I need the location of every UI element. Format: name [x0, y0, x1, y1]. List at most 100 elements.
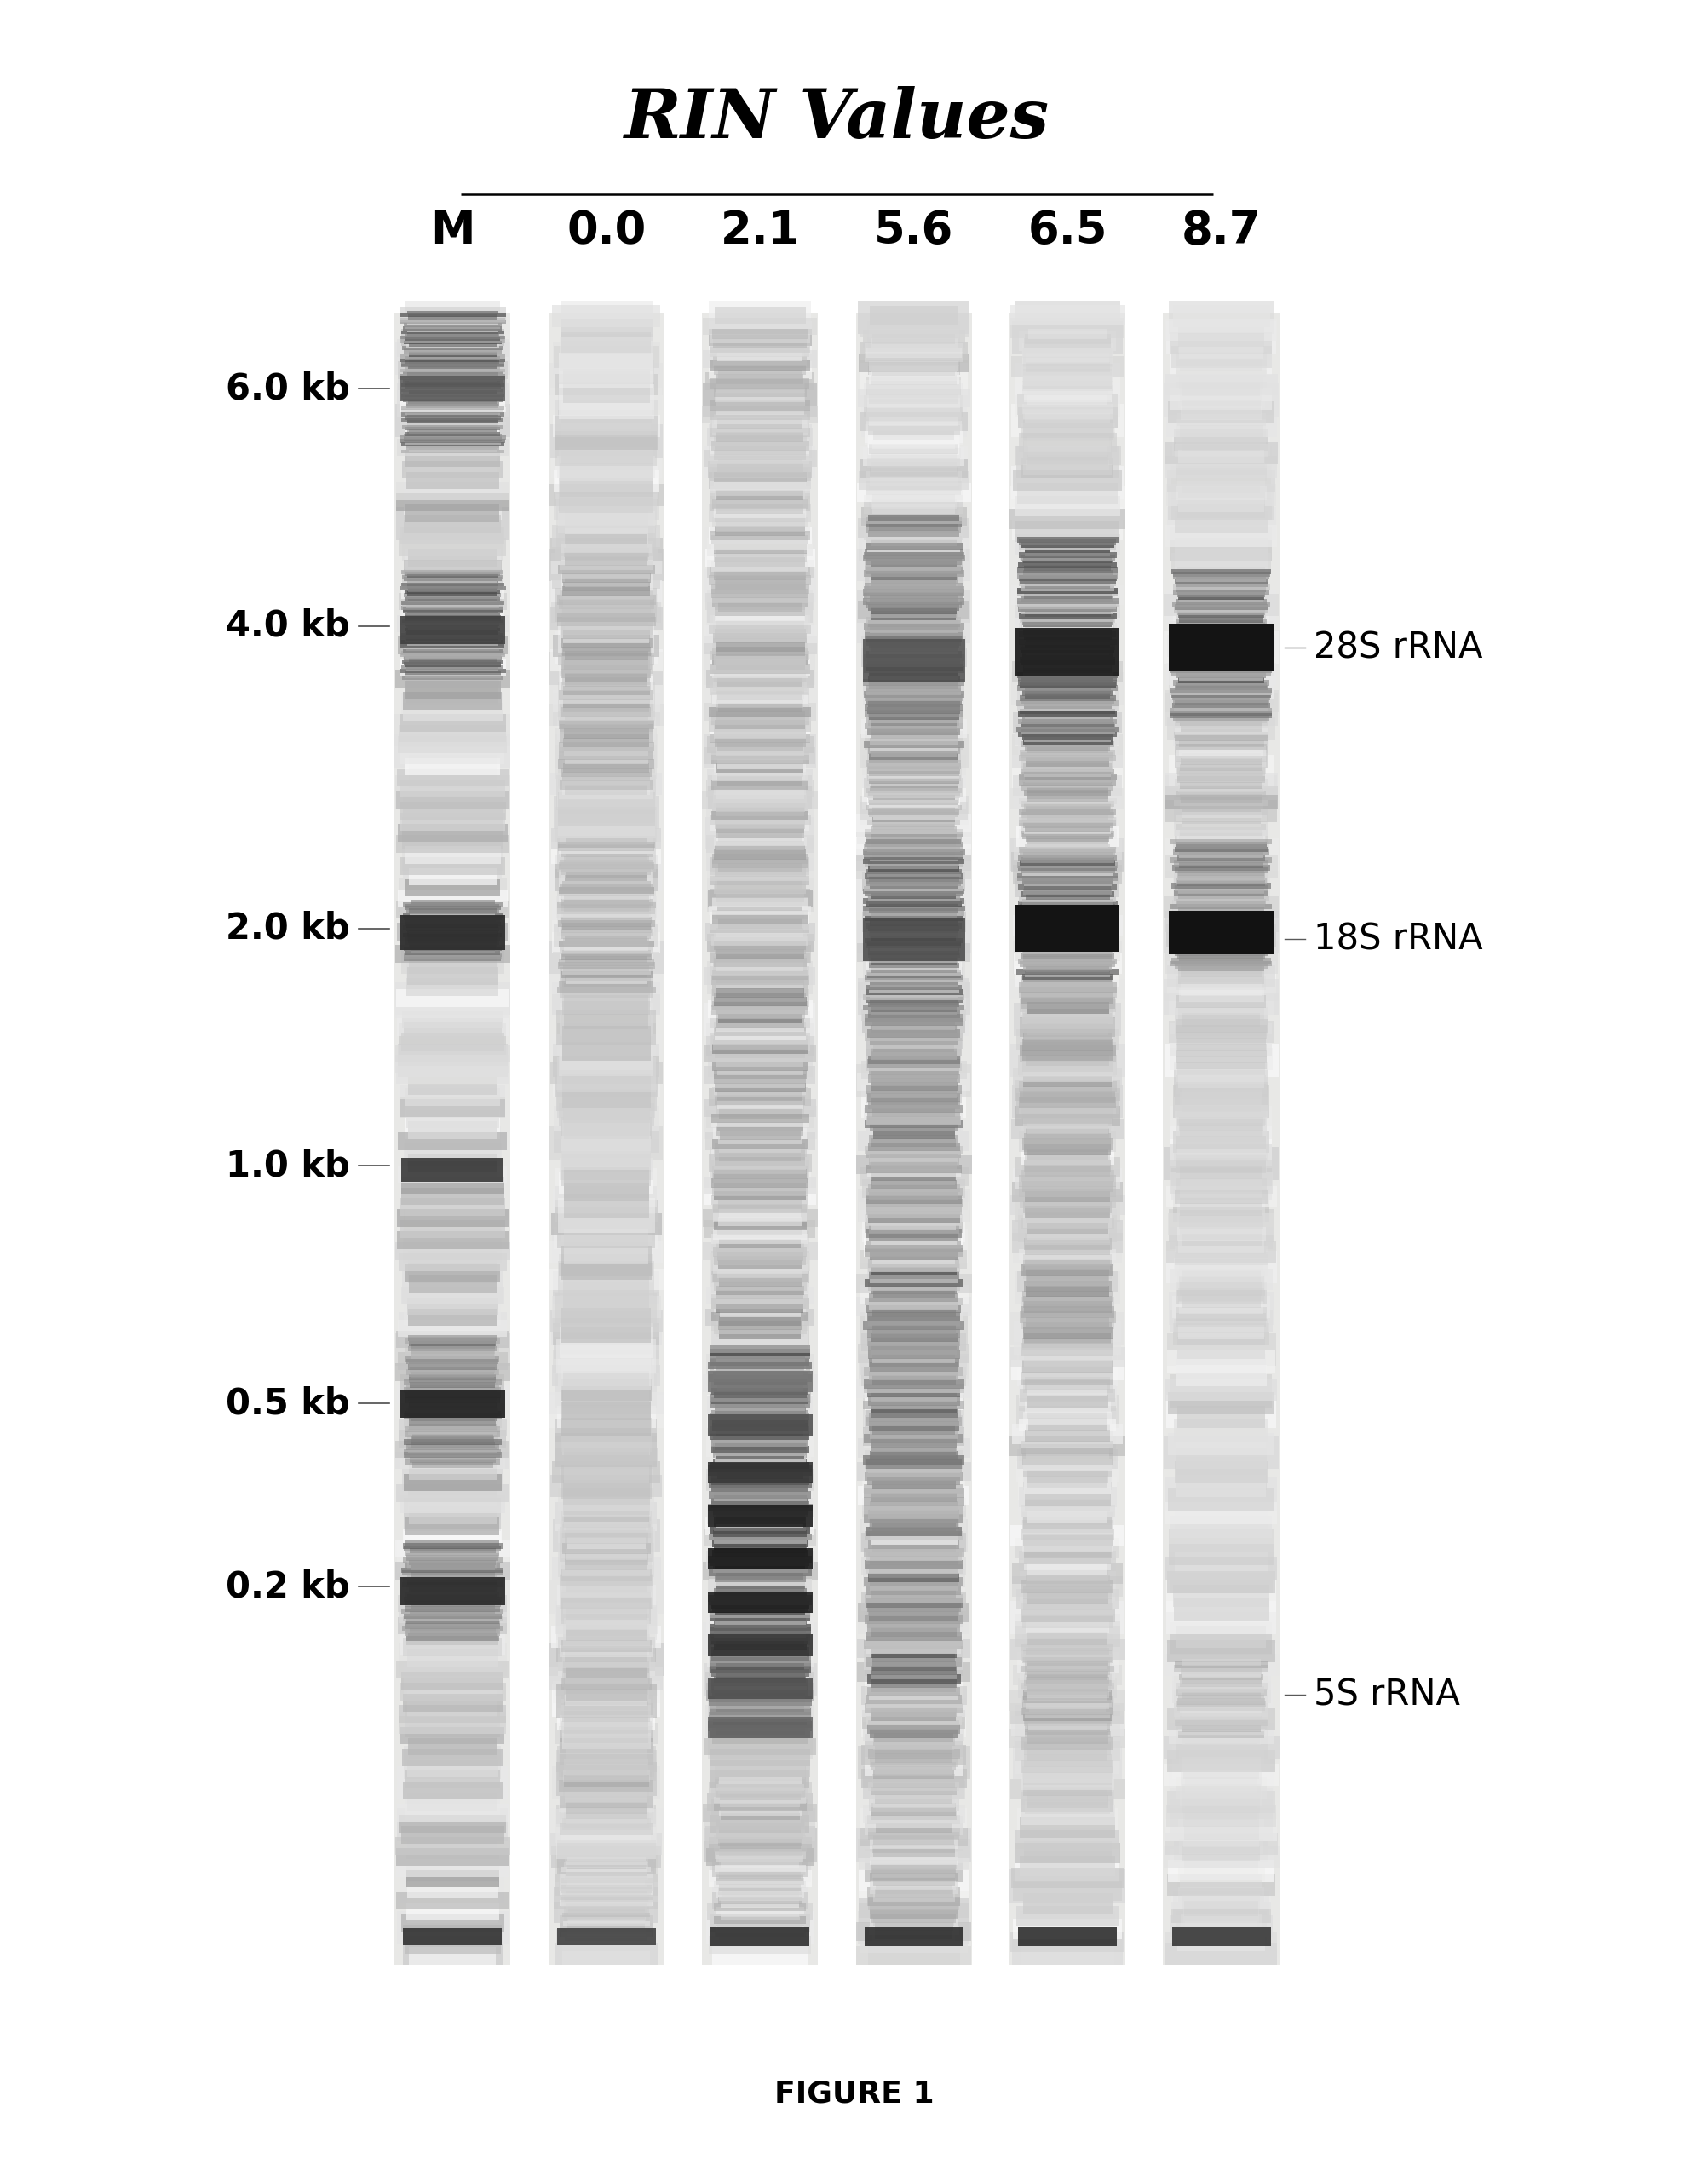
Bar	[719, 1872, 801, 1878]
Bar	[1020, 682, 1115, 689]
Bar	[1020, 427, 1115, 438]
Bar	[1172, 654, 1271, 661]
Bar	[564, 730, 649, 738]
Bar	[868, 1721, 960, 1729]
Bar	[717, 1218, 803, 1226]
Bar	[716, 712, 804, 721]
Bar	[1021, 652, 1114, 684]
Bar	[398, 736, 507, 753]
Bar	[1173, 697, 1269, 704]
Bar	[560, 1896, 652, 1900]
Bar	[403, 1559, 502, 1563]
Bar	[1173, 1323, 1269, 1345]
Bar	[711, 348, 810, 356]
Bar	[716, 607, 804, 617]
Bar	[712, 812, 808, 820]
Bar	[861, 1518, 967, 1552]
Bar	[400, 376, 506, 380]
Bar	[559, 963, 654, 997]
Bar	[408, 445, 497, 479]
Bar	[1182, 1295, 1261, 1308]
Bar	[410, 1341, 495, 1347]
Bar	[1168, 756, 1274, 788]
Bar	[716, 1727, 804, 1736]
Bar	[864, 829, 963, 836]
Bar	[407, 1602, 499, 1634]
Bar	[550, 1062, 663, 1084]
Bar	[869, 1874, 958, 1893]
Bar	[555, 745, 658, 779]
Bar	[557, 1928, 656, 1945]
Bar	[712, 1235, 808, 1244]
Bar	[559, 1621, 654, 1656]
Bar	[560, 954, 652, 961]
Bar	[868, 764, 960, 769]
Bar	[1175, 1462, 1267, 1483]
Bar	[709, 1656, 811, 1662]
Bar	[407, 1408, 499, 1425]
Bar	[1184, 1833, 1259, 1848]
Bar	[1020, 943, 1115, 948]
Bar	[396, 1891, 509, 1911]
Bar	[553, 797, 659, 829]
Bar	[405, 1788, 500, 1820]
Bar	[562, 980, 651, 1002]
Bar	[873, 844, 955, 848]
Bar	[873, 825, 955, 829]
Bar	[560, 561, 652, 570]
Bar	[1013, 1919, 1122, 1939]
Bar	[1021, 1371, 1114, 1384]
Bar	[405, 449, 500, 466]
Bar	[871, 1589, 956, 1600]
Bar	[864, 654, 963, 661]
Bar	[871, 1090, 956, 1097]
Bar	[1025, 1732, 1110, 1738]
Bar	[1025, 689, 1110, 693]
Bar	[714, 637, 806, 648]
Bar	[562, 648, 651, 656]
Bar	[564, 1276, 649, 1311]
Bar	[560, 1889, 652, 1893]
Bar	[864, 570, 963, 576]
Bar	[869, 507, 958, 518]
Bar	[719, 1131, 801, 1140]
Bar	[866, 760, 962, 766]
Bar	[719, 1932, 801, 1941]
Bar	[1011, 404, 1124, 436]
Bar	[871, 1026, 956, 1034]
Bar	[1021, 812, 1114, 818]
Bar	[1023, 628, 1112, 635]
Bar	[866, 661, 962, 678]
Bar	[866, 1565, 962, 1574]
Bar	[557, 900, 656, 935]
Bar	[1023, 1893, 1112, 1913]
Bar	[869, 963, 958, 967]
Bar	[396, 1209, 509, 1226]
Bar	[871, 1762, 956, 1770]
Bar	[1025, 1269, 1110, 1280]
Bar	[857, 1662, 970, 1682]
Bar	[1021, 954, 1114, 959]
Bar	[405, 1127, 500, 1159]
Bar	[714, 1149, 806, 1157]
Bar	[396, 339, 509, 356]
Bar	[1021, 766, 1114, 771]
Bar	[410, 1589, 495, 1596]
Bar	[1018, 1082, 1117, 1092]
Bar	[1027, 1647, 1108, 1654]
Bar	[864, 1561, 963, 1570]
Bar	[562, 1678, 651, 1688]
Bar	[1167, 1943, 1276, 1965]
Bar	[564, 857, 649, 864]
Bar	[869, 1522, 958, 1539]
Bar	[552, 445, 661, 479]
Bar	[869, 1233, 958, 1241]
Bar	[1025, 1008, 1110, 1019]
Bar	[408, 1561, 497, 1565]
Bar	[861, 1369, 967, 1386]
Bar	[565, 874, 647, 881]
Bar	[859, 471, 968, 490]
Bar	[564, 939, 649, 946]
Bar	[1025, 1621, 1110, 1634]
Bar	[1170, 1375, 1272, 1408]
